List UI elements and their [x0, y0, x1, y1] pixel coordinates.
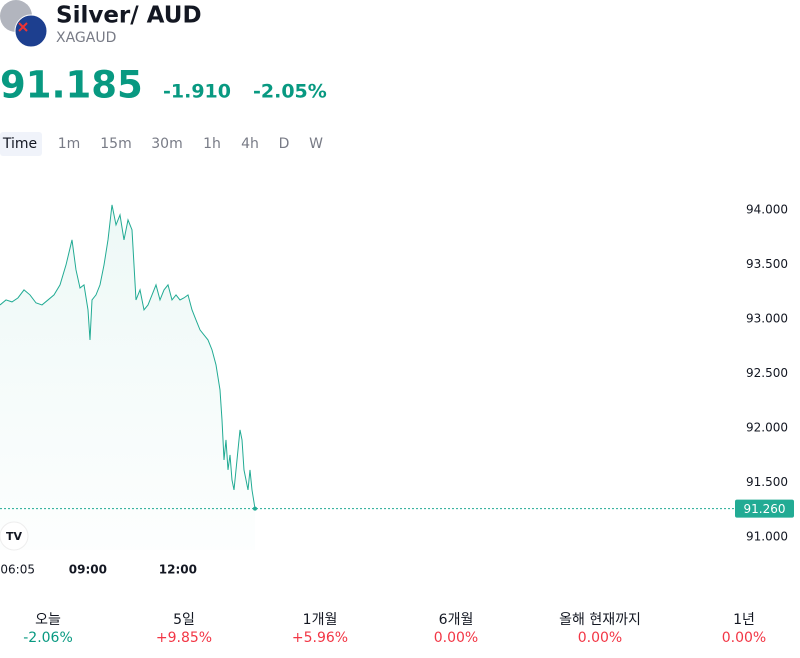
period-label: 1년 — [733, 612, 755, 628]
last-point — [253, 506, 257, 511]
period-label: 오늘 — [35, 612, 61, 628]
y-tick-label: 92.000 — [746, 420, 788, 434]
change-percent: -2.05% — [253, 81, 327, 103]
period-value: +9.85% — [156, 630, 212, 646]
period-label: 1개월 — [303, 612, 338, 628]
flag-cross — [18, 22, 28, 32]
y-tick-label: 91.000 — [746, 529, 788, 543]
svg-text:TV: TV — [6, 530, 23, 543]
tab[interactable]: 4h — [241, 136, 259, 152]
tab[interactable]: W — [309, 136, 323, 152]
x-tick-label: 06:05 — [0, 563, 35, 577]
tab[interactable]: 1h — [203, 136, 221, 152]
period-label: 5일 — [173, 612, 195, 628]
price-line — [0, 204, 256, 509]
y-tick-label: 93.000 — [746, 311, 788, 325]
period-value: -2.06% — [23, 630, 73, 646]
tab[interactable]: D — [279, 136, 290, 152]
period-value: 0.00% — [578, 630, 622, 646]
title: Silver/ AUD — [56, 3, 202, 29]
tab[interactable]: Time — [2, 136, 37, 152]
last-price-label: 91.260 — [744, 502, 786, 516]
symbol: XAGAUD — [56, 30, 116, 46]
y-tick-label: 92.500 — [746, 366, 788, 380]
period-value: 0.00% — [434, 630, 478, 646]
y-tick-label: 91.500 — [746, 475, 788, 489]
last-price-box — [735, 499, 794, 518]
x-tick-label: 12:00 — [159, 563, 197, 577]
y-tick-label: 93.500 — [746, 257, 788, 271]
tab[interactable]: 15m — [100, 136, 131, 152]
flag-icon — [14, 14, 48, 48]
period-value: 0.00% — [722, 630, 766, 646]
change: -1.910 — [163, 81, 231, 103]
y-tick-label: 94.000 — [746, 202, 788, 216]
period-value: +5.96% — [292, 630, 348, 646]
area-fill — [0, 204, 255, 550]
tab[interactable]: 30m — [151, 136, 182, 152]
tab[interactable]: 1m — [58, 136, 81, 152]
tv-logo: TV — [0, 521, 29, 551]
tab-selected-bg — [0, 132, 42, 156]
period-label: 6개월 — [439, 612, 474, 628]
x-tick-label: 09:00 — [69, 563, 107, 577]
price: 91.185 — [0, 64, 143, 107]
period-label: 올해 현재까지 — [559, 612, 641, 628]
